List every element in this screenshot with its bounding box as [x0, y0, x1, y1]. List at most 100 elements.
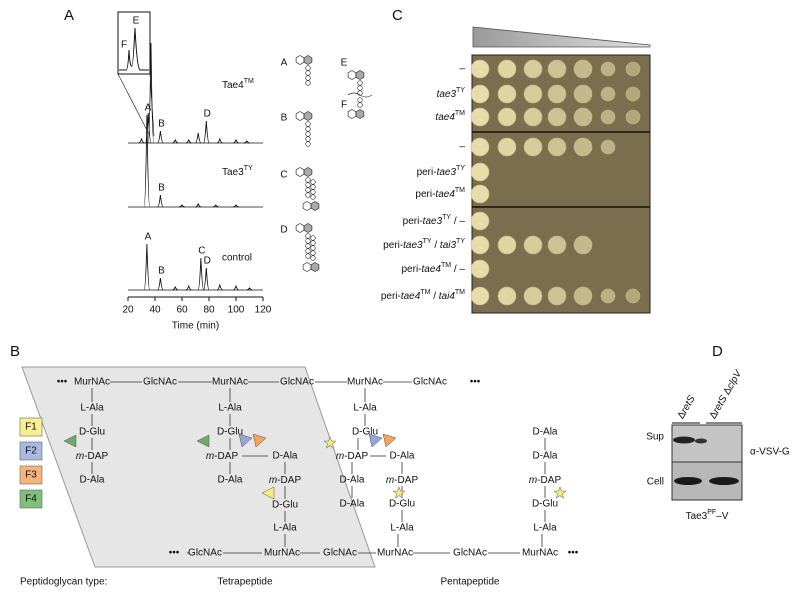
residue-label: MurNAc: [377, 548, 413, 559]
peak: [185, 284, 192, 291]
text-part: tae3: [403, 240, 423, 251]
growth-spot: [625, 61, 641, 77]
peak-label: C: [198, 246, 205, 257]
peak: [216, 283, 223, 291]
residue-label: m-DAP: [206, 451, 239, 462]
text-part: -DAP: [277, 475, 301, 486]
amino-acid-icon: [305, 80, 311, 86]
text-part: m: [206, 451, 214, 462]
amino-acid-icon: [305, 126, 311, 132]
amino-acid-icon: [310, 255, 316, 261]
peak: [233, 204, 239, 208]
band: [695, 438, 707, 444]
text-part: tae4: [435, 189, 455, 200]
text-part: tae4: [401, 291, 421, 302]
text-part: TY: [442, 214, 451, 221]
residue-label: D-Ala: [339, 499, 364, 510]
amino-acid-icon: [305, 243, 311, 249]
amino-acid-icon: [310, 189, 316, 195]
x-axis-title: Time (min): [172, 321, 219, 332]
growth-spot: [470, 137, 490, 157]
sugar-icon: [347, 70, 357, 80]
residue-label: m-DAP: [269, 475, 302, 486]
cleavage-star: [323, 436, 337, 449]
amino-acid-icon: [305, 75, 311, 81]
peak: [172, 285, 179, 291]
residue-label: D-Ala: [79, 475, 104, 486]
growth-spot: [470, 211, 490, 231]
peak: [233, 138, 239, 144]
amino-acid-icon: [305, 131, 311, 137]
residue-label: •••: [57, 377, 68, 388]
sugar-icon: [310, 262, 320, 272]
text-part: tae3: [437, 89, 457, 100]
growth-spot: [497, 107, 517, 127]
growth-spot: [497, 59, 517, 79]
amino-acid-icon: [305, 253, 311, 259]
growth-spot: [523, 286, 543, 306]
text-part: TM: [455, 110, 465, 117]
text-part: –V: [716, 511, 729, 522]
residue-label: GlcNAc: [143, 377, 177, 388]
x-tick-label: 120: [255, 305, 272, 316]
amino-acid-icon: [305, 248, 311, 254]
amino-acid-icon: [305, 233, 311, 239]
sugar-icon: [295, 55, 305, 65]
structure-label: A: [281, 58, 288, 69]
inset-trace: [119, 27, 149, 71]
residue-label: m-DAP: [336, 451, 369, 462]
growth-spot: [470, 162, 490, 182]
band: [673, 436, 695, 444]
fraction-box: [19, 489, 43, 509]
residue-label: D-Glu: [352, 427, 378, 438]
growth-spot: [600, 139, 616, 155]
sugar-icon: [295, 223, 305, 233]
residue-label: D-Ala: [389, 451, 414, 462]
peak-label: A: [145, 232, 152, 243]
residue-label: GlcNAc: [323, 548, 357, 559]
fraction-label: F2: [25, 446, 37, 457]
fraction-label: F1: [25, 422, 37, 433]
text-part: Δ: [675, 409, 688, 421]
text-part: m: [76, 451, 84, 462]
growth-spot: [470, 107, 490, 127]
text-part: / –: [451, 216, 465, 227]
cleavage-arrow: [368, 433, 383, 448]
peak: [172, 138, 179, 144]
sugar-icon: [303, 167, 313, 177]
fraction-box: [19, 417, 43, 437]
amino-acid-icon: [310, 235, 316, 241]
construct-label: Tae3PF–V: [686, 509, 729, 521]
growth-spot: [470, 235, 490, 255]
peak: [197, 257, 205, 291]
growth-spot: [470, 59, 490, 79]
residue-label: D-Ala: [272, 451, 297, 462]
sugar-icon: [355, 109, 365, 119]
growth-spot: [470, 184, 490, 204]
text-part: TM: [455, 289, 465, 296]
residue-label: GlcNAc: [188, 548, 222, 559]
peak-label: B: [158, 183, 165, 194]
sugar-icon: [295, 167, 305, 177]
strain-label: peri-tae4TM / tai4TM: [381, 289, 465, 301]
text-part: tae4: [422, 264, 442, 275]
fraction-label: F3: [25, 470, 37, 481]
trace-name: Tae3TY: [222, 165, 253, 177]
structure-label: F: [341, 100, 347, 111]
text-part: peri-: [417, 167, 437, 178]
strain-label: peri-tae3TY / –: [403, 214, 466, 226]
footer-label: Pentapeptide: [441, 577, 500, 588]
growth-spot: [573, 107, 593, 127]
text-part: /: [430, 291, 438, 302]
blot-row-label: Cell: [647, 477, 664, 488]
panel-label: A: [64, 7, 74, 24]
text-part: tae4: [435, 112, 455, 123]
amino-acid-icon: [357, 97, 363, 103]
residue-label: D-Glu: [532, 499, 558, 510]
peak: [157, 194, 164, 208]
blot-row-label: Sup: [646, 432, 664, 443]
fraction-label: F4: [25, 494, 37, 505]
residue-label: D-Ala: [532, 427, 557, 438]
amino-acid-icon: [305, 182, 311, 188]
cleavage-arrow: [252, 433, 267, 448]
